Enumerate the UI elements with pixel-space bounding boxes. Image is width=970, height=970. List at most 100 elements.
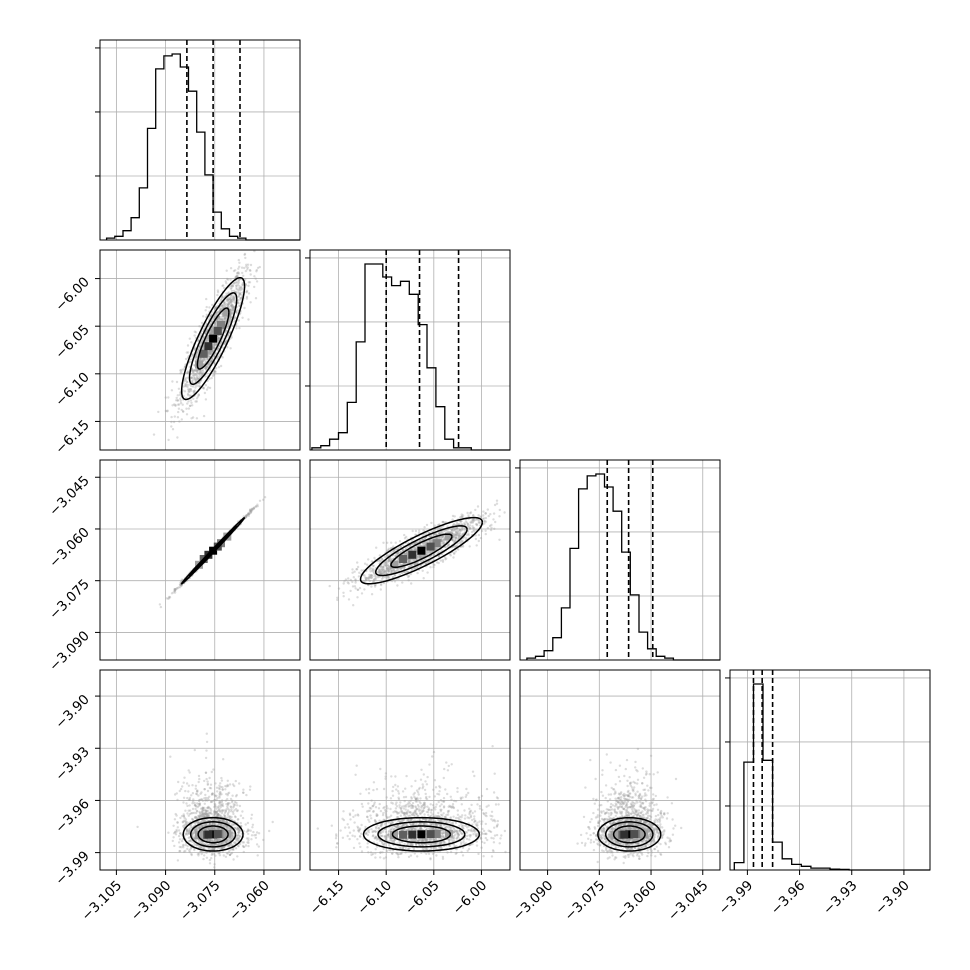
scatter-point [457,523,460,526]
scatter-point [208,349,212,353]
scatter-point [396,552,399,555]
scatter-point [389,569,393,572]
scatter-point [419,565,422,568]
scatter-point [177,410,180,414]
scatter-point [498,515,501,518]
scatter-point [358,571,361,574]
scatter-point [386,563,389,566]
scatter-point [424,544,427,548]
scatter-point [177,387,181,390]
scatter-point [413,548,417,552]
scatter-point [206,358,209,361]
scatter-point [170,415,173,419]
scatter-point [209,350,212,353]
scatter-point [437,561,440,565]
scatter-point [418,529,421,532]
contour-line [180,276,246,401]
scatter-point [231,310,234,313]
scatter-point [222,302,226,305]
scatter-point [380,572,384,575]
scatter-point [256,266,260,270]
scatter-point [392,569,395,572]
scatter-point [355,568,358,571]
scatter-point [214,370,217,374]
scatter-point [453,533,456,536]
scatter-point [240,296,243,299]
scatter-point [213,344,216,347]
density-cell [432,539,441,548]
scatter-point [254,505,258,508]
scatter-point [455,544,459,547]
scatter-point [421,538,424,541]
scatter-point [453,537,457,540]
scatter-point [247,512,250,515]
scatter-point [215,342,218,346]
scatter-point [237,279,240,282]
scatter-point [210,329,214,332]
scatter-point [229,302,232,305]
scatter-point [421,538,424,541]
scatter-point [394,570,398,573]
scatter-point [454,538,457,542]
scatter-point [173,589,176,593]
scatter-point [413,546,417,550]
scatter-point [229,278,232,281]
scatter-point [440,536,443,539]
scatter-point [231,309,234,312]
scatter-point [454,526,457,529]
scatter-point [244,256,247,260]
scatter-point [198,358,201,361]
scatter-point [209,314,213,317]
histogram-step [733,683,930,871]
scatter-point [458,528,461,531]
scatter-point [437,555,441,558]
scatter-point [382,566,385,569]
scatter-point [454,550,457,553]
scatter-point [454,533,457,537]
scatter-point [206,337,209,340]
scatter-point [387,564,390,568]
scatter-point [227,303,230,306]
scatter-point [490,523,493,527]
scatter-point [455,536,458,539]
scatter-point [425,550,428,553]
scatter-point [439,531,443,534]
scatter-point [226,304,229,307]
scatter-point [370,593,374,596]
panel-frame [99,459,301,661]
scatter-point [224,316,227,320]
scatter-point [351,580,354,584]
scatter-point [453,545,456,548]
scatter-point [231,304,235,307]
scatter-point [173,589,176,592]
scatter-point [251,508,254,511]
scatter-point [193,377,196,380]
scatter-point [176,416,180,419]
scatter-point [225,269,228,272]
scatter-point [215,311,219,315]
scatter-point [236,271,239,275]
scatter-point [432,565,435,569]
scatter-point [416,556,419,559]
scatter-point [181,410,185,413]
scatter-point [236,272,239,275]
scatter-point [484,532,487,536]
scatter-point [186,385,189,389]
scatter-point [428,540,431,544]
scatter-point [232,307,235,310]
scatter-point [474,508,477,512]
scatter-point [231,304,234,307]
scatter-point [380,568,383,571]
scatter-point [232,294,235,298]
scatter-point [460,513,463,516]
scatter-point [389,570,393,573]
scatter-point [227,291,230,294]
scatter-point [216,289,220,292]
scatter-point [428,550,431,554]
scatter-point [189,404,192,407]
scatter-point [214,305,217,309]
scatter-point [368,576,372,579]
scatter-point [215,367,218,370]
scatter-point [374,577,377,581]
scatter-point [419,555,422,558]
